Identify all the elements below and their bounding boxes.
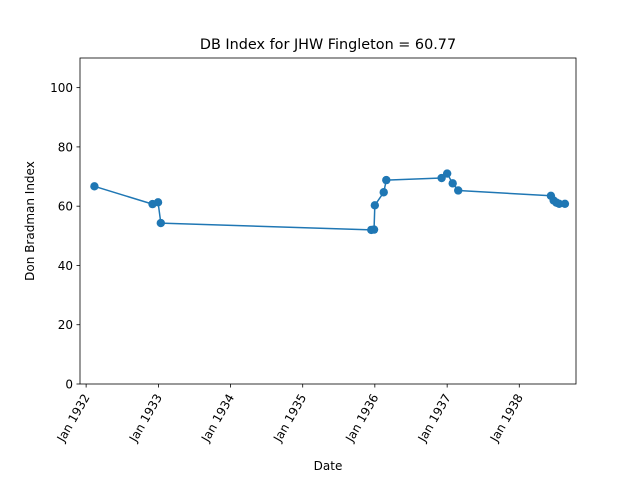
y-tick-label: 60 [58, 200, 73, 214]
y-axis-ticks: 0 20 40 60 80 100 [50, 81, 80, 392]
data-point [379, 188, 388, 197]
data-point [90, 182, 99, 191]
data-point [454, 186, 463, 195]
data-point [448, 179, 457, 188]
data-point [153, 198, 163, 207]
y-tick-label: 40 [58, 259, 73, 273]
data-point [382, 175, 391, 185]
data-point [442, 169, 452, 178]
plot-area [80, 58, 576, 384]
series-layer [90, 169, 570, 235]
axes-frame [79, 57, 577, 385]
data-point [560, 199, 570, 209]
y-tick-label: 0 [65, 378, 73, 392]
data-point [156, 218, 166, 228]
y-tick-label: 100 [50, 81, 73, 95]
data-point [369, 225, 379, 234]
y-tick-label: 80 [58, 140, 73, 154]
y-axis-label: Don Bradman Index [23, 161, 37, 281]
x-axis-label: Date [314, 459, 343, 473]
y-tick-label: 20 [58, 318, 73, 332]
data-point [370, 201, 380, 210]
chart-title: DB Index for JHW Fingleton = 60.77 [200, 37, 456, 53]
